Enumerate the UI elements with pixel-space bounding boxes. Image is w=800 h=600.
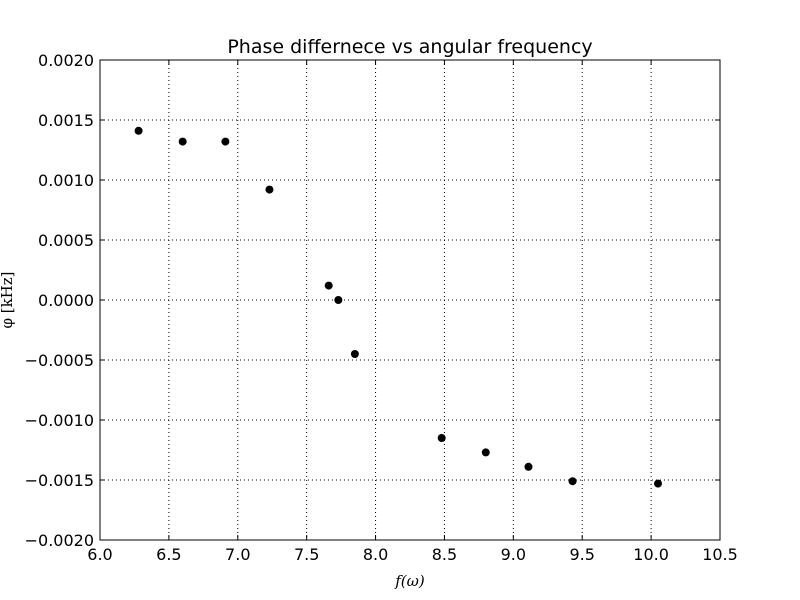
y-tick-label: 0.0010 bbox=[38, 171, 94, 190]
y-tick-label: 0.0005 bbox=[38, 231, 94, 250]
data-point bbox=[134, 126, 143, 135]
data-point bbox=[437, 434, 446, 442]
grid bbox=[100, 60, 720, 540]
chart-title: Phase differnece vs angular frequency bbox=[227, 36, 592, 58]
x-tick-label: 10.5 bbox=[702, 545, 738, 564]
data-points bbox=[134, 126, 662, 488]
data-point bbox=[654, 479, 662, 488]
data-point bbox=[221, 137, 230, 146]
data-point bbox=[481, 448, 490, 457]
x-tick-label: 6.0 bbox=[87, 545, 112, 564]
x-axis-label: f(ω) bbox=[394, 572, 425, 590]
axis-ticks: 6.0 6.5 7.0 7.5 8.0 8.5 9.0 9.5 10.0 10.5 −0.0020 −… bbox=[25, 51, 738, 564]
x-tick-label: 9.5 bbox=[569, 545, 594, 564]
x-tick-label: 7.5 bbox=[294, 545, 319, 564]
y-tick-label: −0.0015 bbox=[25, 471, 94, 490]
x-tick-label: 8.0 bbox=[363, 545, 388, 564]
y-tick-label: −0.0010 bbox=[25, 411, 94, 430]
y-tick-label: 0.0000 bbox=[38, 291, 94, 310]
data-point bbox=[178, 137, 187, 146]
data-point bbox=[524, 462, 533, 471]
x-tick-label: 7.0 bbox=[225, 545, 250, 564]
x-tick-label: 6.5 bbox=[156, 545, 181, 564]
data-point bbox=[568, 477, 577, 486]
data-point bbox=[265, 185, 274, 194]
data-point bbox=[324, 281, 333, 290]
y-axis-label: φ [kHz] bbox=[0, 271, 16, 328]
data-point bbox=[334, 296, 343, 304]
data-point bbox=[350, 350, 359, 358]
y-tick-label: 0.0015 bbox=[38, 111, 94, 130]
x-tick-label: 10.0 bbox=[633, 545, 669, 564]
y-tick-label: 0.0020 bbox=[38, 51, 94, 70]
y-tick-label: −0.0020 bbox=[25, 531, 94, 550]
y-tick-label: −0.0005 bbox=[25, 351, 94, 370]
x-tick-label: 8.5 bbox=[432, 545, 457, 564]
x-tick-label: 9.0 bbox=[501, 545, 526, 564]
